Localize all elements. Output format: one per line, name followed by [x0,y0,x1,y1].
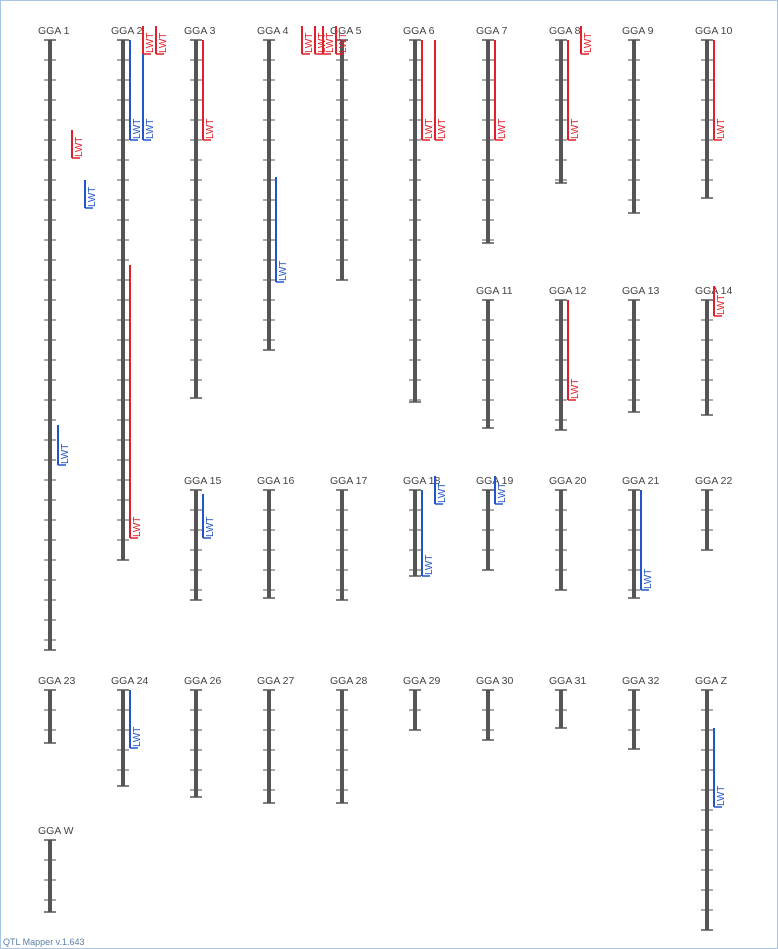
chromosome-label: GGA 6 [403,25,435,37]
qtl-label: LWT [325,33,336,53]
chromosome-label: GGA 26 [184,675,222,687]
chromosome-label: GGA 24 [111,675,149,687]
chromosome-bar [632,690,636,749]
chromosome-bar [413,40,417,402]
chromosome-label: GGA 10 [695,25,733,37]
chromosome-bar [559,690,563,728]
chromosome-bar [632,490,636,598]
chromosome-bar [267,690,271,803]
chromosome-bar [705,40,709,198]
chromosome-bar [267,490,271,598]
chromosome-bar [48,690,52,743]
chromosome-bar [340,490,344,600]
qtl-label: LWT [278,261,289,281]
qtl-label: LWT [132,119,143,139]
chromosome-label: GGA 16 [257,475,295,487]
chromosome-bar [267,40,271,350]
chromosome-bar [48,840,52,912]
chromosome-bar [413,490,417,576]
chromosome-label: GGA 12 [549,285,587,297]
chromosome-bar [705,490,709,550]
chromosome-label: GGA 15 [184,475,222,487]
chromosome-label: GGA 4 [257,25,289,37]
chromosome-label: GGA 1 [38,25,70,37]
qtl-label: LWT [583,33,594,53]
chromosome-label: GGA 21 [622,475,660,487]
qtl-label: LWT [424,119,435,139]
qtl-label: LWT [132,517,143,537]
qtl-label: LWT [205,119,216,139]
chromosome-label: GGA 2 [111,25,143,37]
chromosome-bar [194,40,198,398]
version-footer: QTL Mapper v.1.643 [3,937,85,947]
qtl-label: LWT [570,379,581,399]
chromosome-label: GGA 32 [622,675,660,687]
chromosome-bar [705,300,709,415]
qtl-label: LWT [424,555,435,575]
chromosome-bar [48,40,52,650]
chromosome-label: GGA 18 [403,475,441,487]
chromosome-label: GGA 23 [38,675,76,687]
chromosome-label: GGA 28 [330,675,368,687]
qtl-label: LWT [158,33,169,53]
chromosome-bar [559,490,563,590]
chromosome-label: GGA 11 [476,285,513,297]
chromosome-label: GGA 3 [184,25,216,37]
chromosome-label: GGA 9 [622,25,654,37]
chromosome-label: GGA 30 [476,675,514,687]
chromosome-bar [486,690,490,740]
qtl-label: LWT [643,569,654,589]
qtl-label: LWT [145,119,156,139]
qtl-label: LWT [304,33,315,53]
chromosome-label: GGA Z [695,675,728,687]
chromosome-bar [632,40,636,213]
chromosome-label: GGA 29 [403,675,441,687]
chromosome-label: GGA W [38,825,74,837]
qtl-label: LWT [497,119,508,139]
qtl-label: LWT [60,444,71,464]
chromosome-bar [194,490,198,600]
chromosome-bar [121,690,125,786]
chromosome-bar [632,300,636,412]
chromosome-label: GGA 31 [549,675,587,687]
chromosome-label: GGA 27 [257,675,295,687]
qtl-label: LWT [497,483,508,503]
qtl-label: LWT [716,119,727,139]
chromosome-bar [559,40,563,183]
qtl-label: LWT [87,187,98,207]
qtl-label: LWT [437,119,448,139]
qtl-label: LWT [132,727,143,747]
qtl-label: LWT [145,33,156,53]
chromosome-bar [559,300,563,430]
qtl-label: LWT [570,119,581,139]
chromosome-label: GGA 8 [549,25,581,37]
chromosome-label: GGA 20 [549,475,587,487]
qtl-label: LWT [437,483,448,503]
chromosome-label: GGA 17 [330,475,368,487]
chromosome-bar [194,690,198,797]
qtl-label: LWT [74,137,85,157]
chromosome-label: GGA 13 [622,285,660,297]
qtl-label: LWT [716,786,727,806]
chromosome-label: GGA 22 [695,475,733,487]
chromosome-label: GGA 5 [330,25,362,37]
qtl-label: LWT [205,517,216,537]
chromosome-bar [340,690,344,803]
chromosome-bar [486,40,490,243]
qtl-label: LWT [716,295,727,315]
qtl-label: LWT [338,33,349,53]
chromosome-label: GGA 7 [476,25,508,37]
chromosome-bar [486,300,490,428]
